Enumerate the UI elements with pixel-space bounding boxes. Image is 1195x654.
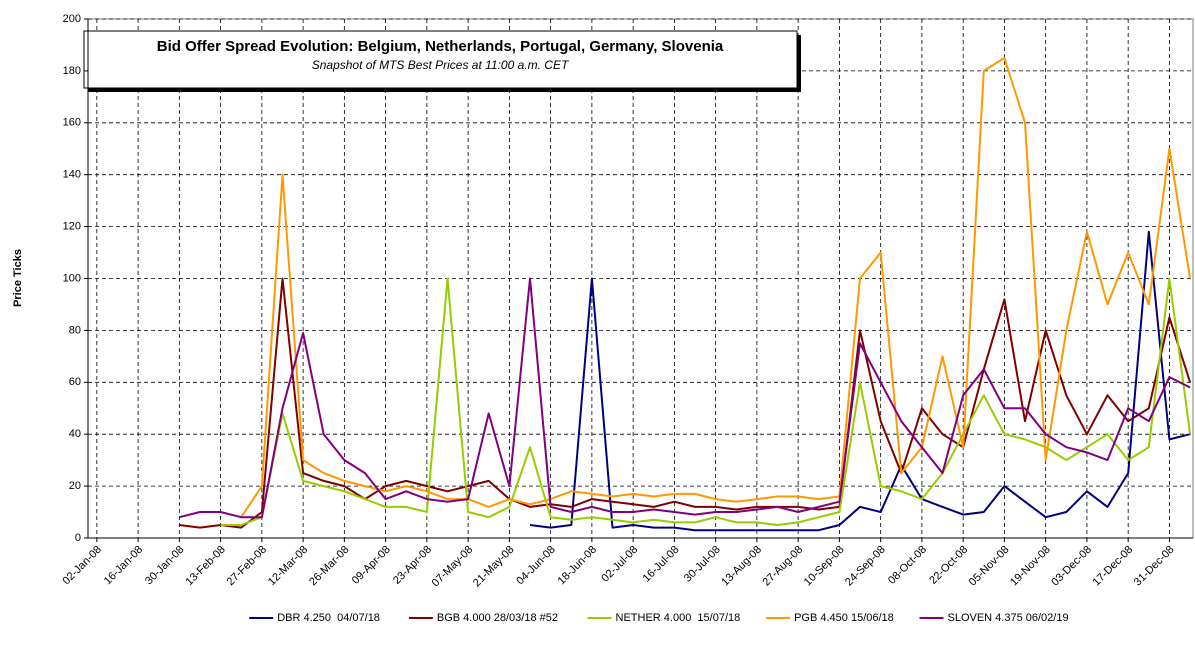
lines — [179, 56, 1192, 532]
x-tick-label: 16-Jan-08 — [102, 544, 146, 588]
x-tick-label: 02-Jan-08 — [60, 544, 104, 588]
x-tick-label: 27-Feb-08 — [225, 544, 269, 588]
x-tick-label: 17-Dec-08 — [1091, 544, 1136, 589]
series-line — [529, 230, 1191, 532]
y-tick-label: 200 — [63, 13, 81, 25]
x-tick-label: 31-Dec-08 — [1132, 544, 1177, 589]
x-tick-label: 07-May-08 — [430, 544, 476, 590]
legend-label: DBR 4.250 04/07/18 — [277, 612, 380, 624]
x-tick-label: 09-Apr-08 — [350, 544, 393, 587]
y-tick-label: 160 — [63, 117, 81, 129]
series-line — [179, 277, 1191, 519]
x-tick-label: 21-May-08 — [471, 544, 517, 590]
y-axis-label: Price Ticks — [12, 249, 24, 307]
x-tick-label: 05-Nov-08 — [967, 544, 1012, 589]
series-line — [240, 56, 1192, 518]
y-tick-label: 100 — [63, 272, 81, 284]
legend-label: SLOVEN 4.375 06/02/19 — [948, 612, 1069, 624]
legend-label: PGB 4.450 15/06/18 — [794, 612, 894, 624]
x-tick-label: 12-Mar-08 — [266, 544, 310, 588]
x-tick-label: 02-Jul-08 — [599, 544, 640, 585]
x-tick-label: 30-Jan-08 — [143, 544, 187, 588]
y-tick-label: 0 — [75, 532, 81, 544]
series-line — [220, 277, 1192, 526]
y-tick-label: 20 — [69, 480, 81, 492]
y-tick-label: 40 — [69, 428, 81, 440]
x-tick-label: 24-Sep-08 — [843, 544, 888, 589]
y-tick-label: 120 — [63, 221, 81, 233]
x-tick-label: 13-Aug-08 — [719, 544, 764, 589]
x-tick-label: 18-Jun-08 — [556, 544, 600, 588]
grid — [88, 18, 1193, 539]
series-line — [179, 277, 1192, 529]
x-tick-label: 16-Jul-08 — [641, 544, 682, 585]
chart-title: Bid Offer Spread Evolution: Belgium, Net… — [157, 38, 724, 55]
x-tick-label: 22-Oct-08 — [927, 544, 970, 587]
x-tick-label: 13-Feb-08 — [183, 544, 227, 588]
x-tick-label: 30-Jul-08 — [682, 544, 723, 585]
legend-label: NETHER 4.000 15/07/18 — [616, 612, 741, 624]
y-tick-label: 140 — [63, 169, 81, 181]
x-tick-label: 08-Oct-08 — [886, 544, 929, 587]
x-tick-label: 26-Mar-08 — [307, 544, 351, 588]
y-tick-label: 60 — [69, 376, 81, 388]
title-box — [83, 30, 798, 89]
x-tick-label: 03-Dec-08 — [1049, 544, 1094, 589]
chart-subtitle: Snapshot of MTS Best Prices at 11:00 a.m… — [312, 58, 570, 72]
x-tick-label: 04-Jun-08 — [514, 544, 558, 588]
x-tick-label: 10-Sep-08 — [802, 544, 847, 589]
y-tick-label: 180 — [63, 65, 81, 77]
x-tick-label: 27-Aug-08 — [761, 544, 806, 589]
x-tick-label: 23-Apr-08 — [391, 544, 434, 587]
x-tick-label: 19-Nov-08 — [1008, 544, 1053, 589]
legend-label: BGB 4.000 28/03/18 #52 — [437, 612, 558, 624]
y-tick-label: 80 — [69, 324, 81, 336]
